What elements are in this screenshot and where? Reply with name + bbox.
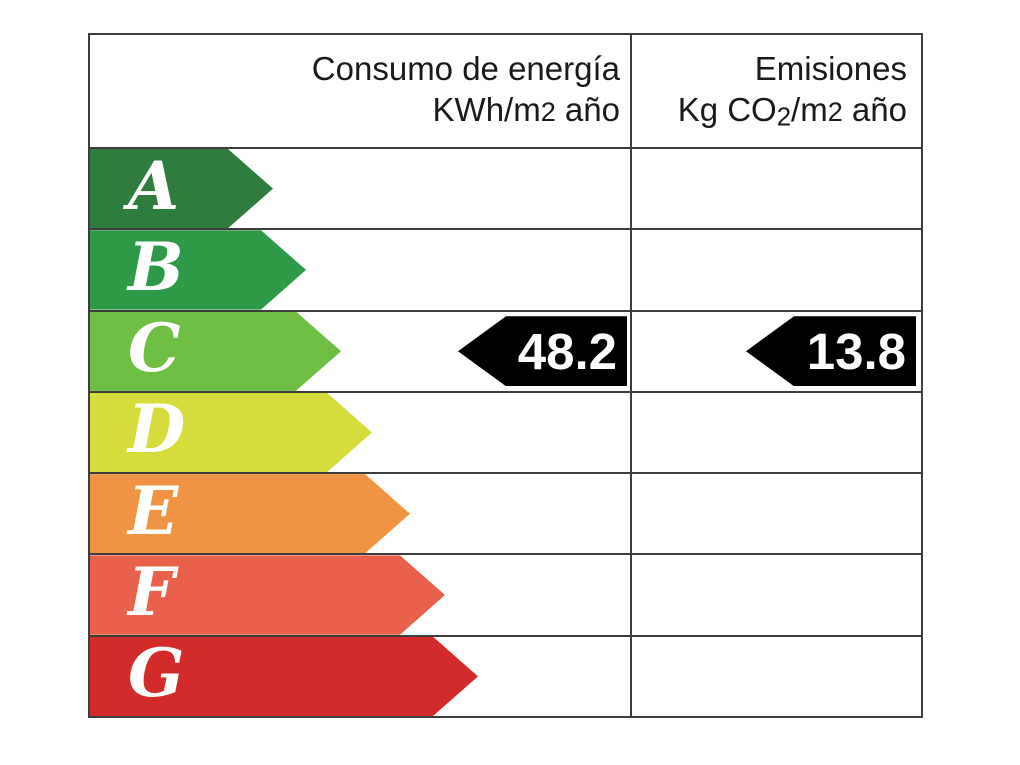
rating-bar-b: B xyxy=(90,230,306,309)
column-divider xyxy=(630,35,632,716)
emissions-value-arrow: 13.8 xyxy=(746,316,916,387)
rating-letter: A xyxy=(128,146,180,225)
rating-letter: E xyxy=(128,471,179,550)
rating-letter: B xyxy=(128,227,184,306)
rating-rows: A B C 48.2 13.8 xyxy=(90,147,921,716)
energy-value-arrow: 48.2 xyxy=(458,316,627,387)
rating-letter: C xyxy=(128,309,181,388)
energy-header-unit: KWh/m2 año xyxy=(432,91,620,128)
rating-bar-c: C xyxy=(90,312,341,391)
energy-header-line1: Consumo de energía xyxy=(311,50,620,87)
rating-row-d: D xyxy=(90,390,921,472)
rating-row-f: F xyxy=(90,553,921,634)
rating-row-a: A xyxy=(90,147,921,228)
rating-letter: F xyxy=(128,553,175,632)
rating-row-c: C 48.2 13.8 xyxy=(90,309,921,391)
rating-bar-e: E xyxy=(90,474,410,553)
emissions-header-unit: Kg CO2/m2 año xyxy=(677,91,907,132)
energy-value: 48.2 xyxy=(517,322,617,380)
rating-bar-g: G xyxy=(90,637,478,716)
emissions-header: Emisiones Kg CO2/m2 año xyxy=(632,35,921,147)
rating-bar-f: F xyxy=(90,555,445,634)
rating-bar-a: A xyxy=(90,149,273,228)
rating-row-g: G xyxy=(90,634,921,716)
emissions-value: 13.8 xyxy=(806,322,906,380)
energy-rating-table: Consumo de energía KWh/m2 año Emisiones … xyxy=(88,33,923,718)
rating-bar-d: D xyxy=(90,393,372,472)
rating-row-e: E xyxy=(90,472,921,553)
emissions-header-line1: Emisiones xyxy=(754,50,907,87)
rating-row-b: B xyxy=(90,228,921,309)
table-header: Consumo de energía KWh/m2 año Emisiones … xyxy=(90,35,921,147)
rating-letter: D xyxy=(128,390,186,469)
energy-consumption-header: Consumo de energía KWh/m2 año xyxy=(90,35,632,147)
rating-letter: G xyxy=(128,634,185,713)
